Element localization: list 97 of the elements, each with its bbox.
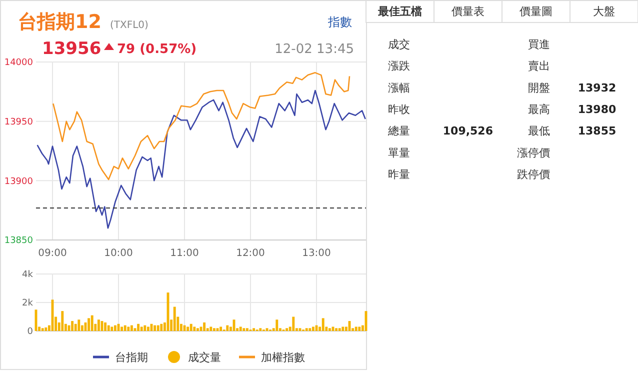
text: 最佳五檔 bbox=[377, 5, 422, 18]
text: 總量 bbox=[387, 124, 410, 138]
text: 最低 bbox=[528, 124, 550, 138]
chart-title: 台指期12 bbox=[18, 11, 102, 33]
bar bbox=[239, 326, 242, 331]
bar bbox=[127, 326, 130, 331]
text: 跌停價 bbox=[517, 168, 550, 182]
bar bbox=[120, 326, 124, 331]
line-series bbox=[36, 90, 366, 229]
bar bbox=[41, 328, 44, 331]
text: 開盤 bbox=[528, 81, 550, 94]
bar bbox=[292, 316, 295, 331]
text: 漲跌 bbox=[388, 60, 410, 73]
x-tick-label: 09:00 bbox=[38, 248, 67, 259]
y-tick-label: 13850 bbox=[4, 236, 34, 246]
y-tick-label: 0 bbox=[27, 327, 34, 338]
bar bbox=[173, 306, 176, 331]
y-tick-label: 14000 bbox=[4, 58, 34, 68]
text: 13956 bbox=[42, 39, 102, 59]
y-tick-label: 2k bbox=[22, 298, 34, 309]
bar bbox=[160, 324, 163, 331]
bar bbox=[338, 328, 341, 331]
bar bbox=[322, 318, 324, 331]
bar bbox=[342, 326, 344, 331]
bar bbox=[146, 326, 150, 331]
bar bbox=[186, 326, 190, 331]
bar bbox=[196, 328, 199, 331]
line-series bbox=[52, 72, 350, 180]
bar bbox=[140, 326, 143, 331]
bar bbox=[190, 324, 192, 331]
bar bbox=[78, 320, 80, 331]
bar bbox=[124, 325, 126, 331]
text: 昨量 bbox=[388, 168, 410, 182]
bar bbox=[259, 328, 262, 331]
legend-label: 台指期 bbox=[115, 350, 148, 364]
text: 指數 bbox=[327, 15, 352, 29]
text: 買進 bbox=[528, 38, 550, 51]
bar bbox=[114, 325, 116, 331]
bar bbox=[328, 328, 331, 331]
bar bbox=[308, 328, 312, 331]
bar bbox=[137, 324, 140, 331]
text: 成交 bbox=[388, 38, 410, 51]
bar bbox=[286, 328, 288, 331]
text: 13855 bbox=[578, 124, 616, 138]
text: 109,526 bbox=[442, 124, 494, 138]
text: 大盤 bbox=[593, 5, 615, 18]
bar bbox=[335, 328, 338, 331]
x-tick-label: 11:00 bbox=[170, 248, 199, 259]
bar bbox=[107, 325, 110, 331]
bar bbox=[61, 311, 64, 331]
bar bbox=[226, 325, 229, 331]
bar bbox=[104, 322, 107, 331]
y-tick-label: 13950 bbox=[4, 117, 34, 128]
bar bbox=[88, 318, 90, 331]
bar bbox=[312, 326, 314, 331]
text: 漲停價 bbox=[517, 146, 550, 160]
bar bbox=[242, 328, 246, 331]
text: 最高 bbox=[528, 102, 550, 116]
bar bbox=[220, 326, 222, 331]
text: 賣出 bbox=[528, 60, 550, 73]
bar bbox=[74, 324, 77, 331]
x-tick-label: 13:00 bbox=[302, 248, 331, 259]
legend-label: 加權指數 bbox=[261, 350, 305, 364]
bar bbox=[156, 325, 160, 331]
bar bbox=[97, 320, 100, 331]
bar bbox=[130, 325, 133, 331]
bar bbox=[212, 328, 216, 331]
bar bbox=[44, 327, 48, 331]
bar bbox=[203, 322, 206, 331]
text: 79 (0.57%) bbox=[117, 42, 197, 57]
text: 昨收 bbox=[388, 102, 410, 116]
text: 價量圖 bbox=[520, 5, 552, 18]
text: 單量 bbox=[388, 146, 410, 160]
bar bbox=[110, 326, 114, 331]
bar bbox=[252, 328, 256, 331]
text: 漲幅 bbox=[388, 81, 410, 94]
bar bbox=[90, 315, 94, 331]
text: 13980 bbox=[578, 102, 616, 116]
bar bbox=[154, 325, 156, 331]
bar bbox=[305, 328, 308, 331]
text: 價量表 bbox=[452, 5, 484, 18]
bar bbox=[354, 326, 358, 331]
bar bbox=[276, 320, 278, 331]
chart-subtitle: (TXFL0) bbox=[110, 20, 149, 31]
legend-label: 成交量 bbox=[188, 350, 221, 364]
text: 13932 bbox=[578, 81, 616, 94]
bar bbox=[144, 325, 146, 331]
bar bbox=[246, 328, 248, 331]
y-tick-label: 13900 bbox=[4, 176, 34, 187]
x-tick-label: 12:00 bbox=[236, 248, 265, 259]
text: 12-02 13:45 bbox=[274, 42, 354, 57]
x-tick-label: 10:00 bbox=[104, 248, 133, 259]
bar bbox=[358, 326, 361, 331]
y-tick-label: 4k bbox=[22, 270, 34, 280]
bar bbox=[71, 321, 74, 331]
bar bbox=[210, 326, 212, 331]
bar bbox=[193, 326, 196, 331]
